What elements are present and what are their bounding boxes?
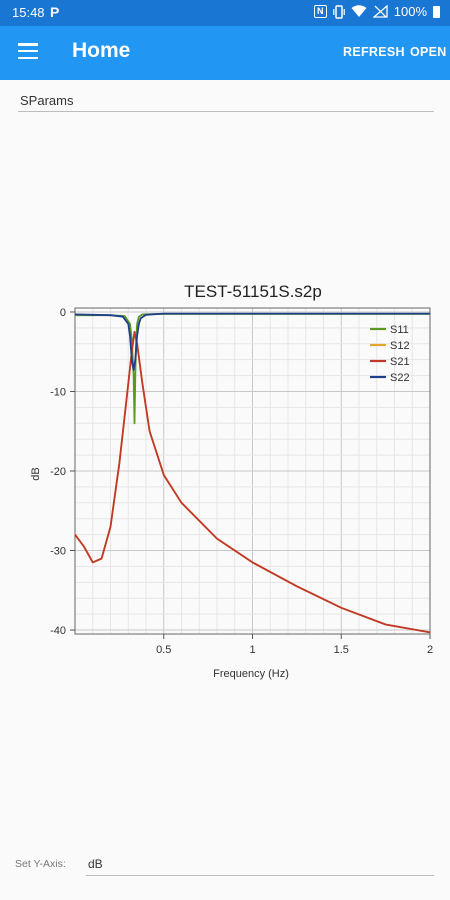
x-axis-label: Frequency (Hz)	[213, 668, 289, 680]
x-tick-label: 2	[427, 644, 433, 656]
status-icons: N 100%	[313, 4, 440, 19]
chart-series	[74, 312, 431, 634]
y-axis-label: dB	[30, 467, 42, 480]
x-tick-label: 1	[249, 644, 255, 656]
sparameter-chart: TEST-51151S.s2p 0.5 1 1.5 2 0 -10 -20 -30 -40 S1…	[30, 282, 433, 680]
menu-icon[interactable]	[18, 43, 38, 60]
legend-label-s22: S22	[390, 372, 410, 384]
series-line-s21	[74, 331, 431, 634]
y-tick-label: -20	[50, 466, 66, 478]
chart-ticks: 0.5 1 1.5 2 0 -10 -20 -30 -40	[50, 307, 433, 656]
sparams-input[interactable]	[18, 89, 434, 112]
chart-title: TEST-51151S.s2p	[184, 282, 322, 301]
vibrate-icon	[332, 4, 345, 19]
refresh-button[interactable]: REFRESH	[343, 45, 405, 59]
y-tick-label: -30	[50, 546, 66, 558]
x-tick-label: 1.5	[334, 644, 349, 656]
nfc-icon: N	[313, 5, 327, 18]
wifi-icon	[351, 5, 367, 17]
y-tick-label: 0	[60, 307, 66, 319]
series-line-s22	[74, 312, 430, 371]
page-title: Home	[72, 39, 131, 62]
y-tick-label: -10	[50, 386, 66, 398]
status-bar: 15:48 P N 100%	[0, 0, 450, 26]
legend-label-s12: S12	[390, 340, 410, 352]
x-tick-label: 0.5	[156, 644, 171, 656]
y-tick-label: -40	[50, 625, 66, 637]
chart-legend: S11 S12 S21 S22	[370, 324, 410, 384]
chart-grid	[75, 308, 430, 634]
y-axis-unit-input[interactable]	[86, 853, 434, 876]
open-button[interactable]: OPEN	[410, 45, 447, 59]
app-bar: Home REFRESH OPEN	[0, 26, 450, 80]
legend-label-s21: S21	[390, 356, 410, 368]
legend-label-s11: S11	[390, 324, 409, 336]
battery-percent: 100%	[393, 4, 427, 19]
signal-off-icon	[372, 5, 388, 18]
status-time: 15:48	[12, 5, 45, 20]
parking-app-icon: P	[50, 4, 60, 20]
set-y-axis-label: Set Y-Axis:	[15, 858, 66, 870]
battery-icon	[433, 5, 440, 18]
